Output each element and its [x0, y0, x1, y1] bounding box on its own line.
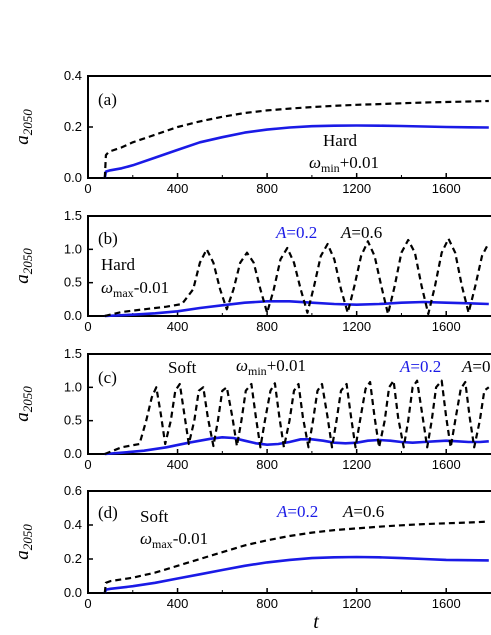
x-tick-label: 400 — [167, 319, 189, 334]
x-tick-label: 0 — [84, 596, 91, 611]
x-tick-label: 400 — [167, 181, 189, 196]
axis-ticks: 0 400 800 1200 1600 0.0 0.5 1.0 1.5 — [64, 346, 461, 472]
y-axis-label: a2050 — [12, 109, 35, 145]
y-tick-label: 0.6 — [64, 483, 82, 498]
y-axis-label: a2050 — [12, 386, 35, 422]
annotation-soft: Soft — [140, 507, 169, 526]
series-lines — [104, 237, 490, 318]
series-line-dashed — [103, 99, 489, 179]
panel-label: (c) — [98, 368, 117, 387]
x-tick-label: 0 — [84, 319, 91, 334]
label-a-0.2: A=0.2 — [399, 357, 441, 376]
label-a-0.6: A=0.6 — [342, 502, 384, 521]
annotation-omega-max: ωmax-0.01 — [101, 278, 169, 300]
plot-frame — [87, 215, 491, 317]
y-tick-label: 0.4 — [64, 68, 82, 83]
y-tick-label: 0.0 — [64, 170, 82, 185]
label-a-0: A=0 — [461, 357, 490, 376]
panel-d: 0 400 800 1200 1600 0.0 0.2 0.4 0.6 (d) a2050 So… — [12, 483, 491, 611]
y-tick-label: 1.5 — [64, 208, 82, 223]
panel-b: 0 400 800 1200 1600 0.0 0.5 1.0 1.5 (b) a2050 Ha… — [12, 208, 491, 334]
annotation-omega-min: ωmin+0.01 — [236, 356, 306, 378]
x-tick-label: 800 — [256, 319, 278, 334]
series-line-solid — [104, 299, 489, 318]
series-line-solid — [104, 435, 489, 456]
y-axis-label: a2050 — [12, 248, 35, 284]
x-tick-label: 400 — [167, 596, 189, 611]
x-tick-label: 1600 — [432, 181, 461, 196]
axis-ticks: 0 400 800 1200 1600 0.0 0.2 0.4 — [64, 68, 461, 196]
x-tick-label: 1600 — [432, 319, 461, 334]
annotation-hard: Hard — [323, 131, 357, 150]
x-tick-label: 800 — [256, 181, 278, 196]
panel-label: (a) — [98, 90, 117, 109]
series-line-dashed — [103, 520, 489, 594]
x-tick-label: 800 — [256, 596, 278, 611]
x-tick-label: 1200 — [342, 319, 371, 334]
y-axis-label: a2050 — [12, 524, 35, 560]
series-lines — [103, 520, 489, 594]
annotation-omega-max: ωmax-0.01 — [140, 529, 208, 551]
series-line-solid — [103, 555, 489, 594]
panel-label: (d) — [98, 503, 118, 522]
x-tick-label: 1200 — [342, 596, 371, 611]
y-tick-label: 0.4 — [64, 517, 82, 532]
x-tick-label: 0 — [84, 457, 91, 472]
y-tick-label: 0.5 — [64, 413, 82, 428]
x-axis-label: t — [313, 611, 319, 633]
label-a-0.2: A=0.2 — [276, 502, 318, 521]
y-tick-label: 0.5 — [64, 275, 82, 290]
label-a-0.2: A=0.2 — [275, 223, 317, 242]
annotation-hard: Hard — [101, 255, 135, 274]
x-tick-label: 1600 — [432, 596, 461, 611]
y-tick-label: 0.0 — [64, 585, 82, 600]
x-tick-label: 800 — [256, 457, 278, 472]
series-lines — [104, 379, 490, 456]
axis-ticks: 0 400 800 1200 1600 0.0 0.5 1.0 1.5 — [64, 208, 461, 334]
label-a-0.6: A=0.6 — [340, 223, 382, 242]
plot-frame — [87, 490, 491, 594]
x-tick-label: 1200 — [342, 181, 371, 196]
plot-frame — [87, 353, 491, 455]
y-tick-label: 1.0 — [64, 241, 82, 256]
panel-label: (b) — [98, 229, 118, 248]
y-tick-label: 0.0 — [64, 308, 82, 323]
series-lines — [103, 99, 489, 179]
series-line-dashed — [104, 379, 490, 456]
annotation-soft: Soft — [168, 358, 197, 377]
y-tick-label: 0.2 — [64, 551, 82, 566]
y-tick-label: 0.2 — [64, 119, 82, 134]
series-line-dashed — [104, 237, 490, 318]
axis-ticks: 0 400 800 1200 1600 0.0 0.2 0.4 0.6 — [64, 483, 461, 611]
x-tick-label: 1200 — [342, 457, 371, 472]
x-tick-label: 0 — [84, 181, 91, 196]
y-tick-label: 0.0 — [64, 446, 82, 461]
annotation-omega-min: ωmin+0.01 — [309, 153, 379, 175]
x-tick-label: 400 — [167, 457, 189, 472]
series-line-solid — [103, 124, 489, 179]
x-tick-label: 1600 — [432, 457, 461, 472]
y-tick-label: 1.5 — [64, 346, 82, 361]
y-tick-label: 1.0 — [64, 379, 82, 394]
panel-c: 0 400 800 1200 1600 0.0 0.5 1.0 1.5 (c) a2050 So… — [12, 346, 491, 472]
